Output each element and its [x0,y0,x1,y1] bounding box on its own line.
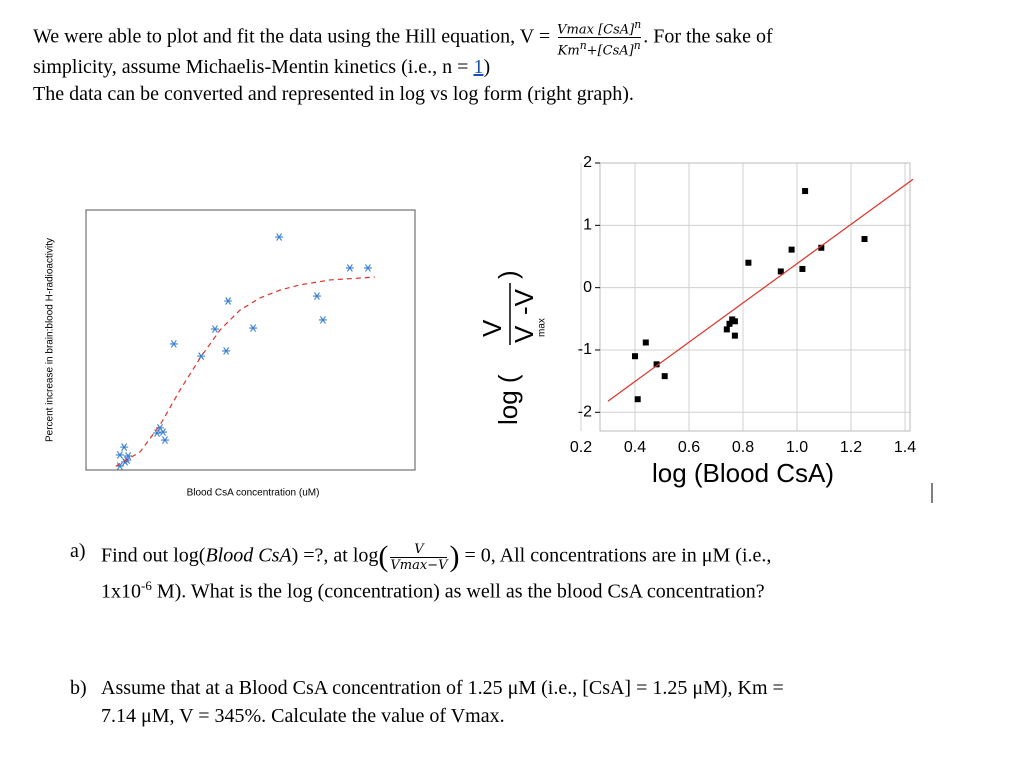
point [363,264,372,272]
y-tick-label: 0 [583,279,592,296]
text: Km [557,43,580,59]
y-tick-label: 2 [583,154,592,171]
text: V [509,325,539,343]
point [120,443,129,451]
fit-line [115,276,375,467]
y-axis-label: Percent increase in brain:blood H-radioa… [45,238,56,442]
point [197,352,206,360]
x-tick-label: 0.8 [732,439,754,456]
question-line: 1x10-6 M). What is the log (concentratio… [101,578,765,604]
text: ) =?, at log [291,544,379,567]
question-label: b) [70,677,87,699]
text: We were able to plot and fit the data us… [33,25,551,48]
point [124,452,133,460]
x-tick-label: 0.4 [624,439,646,456]
point [861,236,868,243]
hill-fraction: Vmax [CsA]n Kmn+[CsA]n [557,17,641,59]
intro-line: We were able to plot and fit the data us… [33,17,773,59]
point [818,244,825,251]
paren: ) [449,540,460,573]
numerator: Vmax [CsA]n [557,17,641,37]
point [661,373,668,380]
x-tick-label: 1.0 [786,439,808,456]
text: max [537,318,548,337]
question-label: a) [70,540,86,562]
text: ) [493,270,523,279]
question-line: Assume that at a Blood CsA concentration… [101,677,784,699]
fraction: V Vmax−V [390,541,448,573]
point [745,259,752,266]
denominator: Kmn+[CsA]n [557,37,641,59]
point [634,396,641,403]
intro-line: The data can be converted and represente… [33,83,634,105]
text: -V [509,288,539,315]
text: Vmax [CsA] [557,22,635,38]
plot-frame [599,162,911,432]
point [224,297,233,305]
point [275,233,284,241]
text: simplicity, assume Michaelis-Mentin kine… [33,56,474,78]
text: V [477,319,507,337]
point [632,353,638,360]
paren: ( [378,540,389,573]
point [731,332,738,339]
exponent: n [579,39,587,53]
point [115,451,124,459]
point [802,188,809,195]
point [788,246,795,253]
plot-frame [85,209,416,471]
text: . For the sake of [643,25,773,48]
x-tick-label: 1.2 [840,439,862,456]
text: Blood CsA [205,544,292,567]
exponent: -6 [141,578,152,593]
denominator: Vmax−V [390,556,448,573]
intro-line: simplicity, assume Michaelis-Mentin kine… [33,56,490,79]
exponent: n [633,39,641,53]
y-tick-label: -2 [578,404,592,421]
text: = 0, All concentrations are in μM (i.e., [464,544,772,567]
point [169,340,178,348]
point [249,324,258,332]
y-axis-label: log ( V Vmax -V) [477,270,548,425]
y-tick-label: -1 [578,341,592,358]
x-tick-label: 0.6 [678,439,700,456]
question-line: 7.14 μM, V = 345%. Calculate the value o… [101,705,505,727]
x-axis-label: log (Blood CsA) [652,458,834,488]
numerator: V [414,541,424,557]
text: ) [483,56,491,78]
exponent: n [634,18,642,31]
point [723,326,730,333]
point [160,436,169,444]
question-line: Find out log(Blood CsA) =?, at log(V Vmax… [101,540,771,574]
point [653,361,660,368]
point [115,462,124,470]
point [777,268,784,275]
point [158,428,167,436]
point [345,264,354,272]
point [153,429,162,437]
text: log ( [493,374,523,425]
point [222,347,231,355]
point [312,292,321,300]
x-tick-label: 0.2 [570,439,592,456]
y-tick-label: 1 [583,217,592,234]
text: 1 [473,56,484,78]
point [731,318,738,325]
point [726,320,733,327]
point [318,316,327,324]
text: M). What is the log (concentration) as w… [151,580,765,603]
fit-line [607,178,914,402]
text: Find out log( [101,544,206,567]
point [210,325,219,333]
point [799,265,806,272]
point [642,339,649,346]
x-tick-label: 1.4 [894,439,916,456]
text: +[CsA] [586,43,634,59]
text: 1x10 [101,580,141,603]
x-axis-label: Blood CsA concentration (uM) [187,488,320,499]
